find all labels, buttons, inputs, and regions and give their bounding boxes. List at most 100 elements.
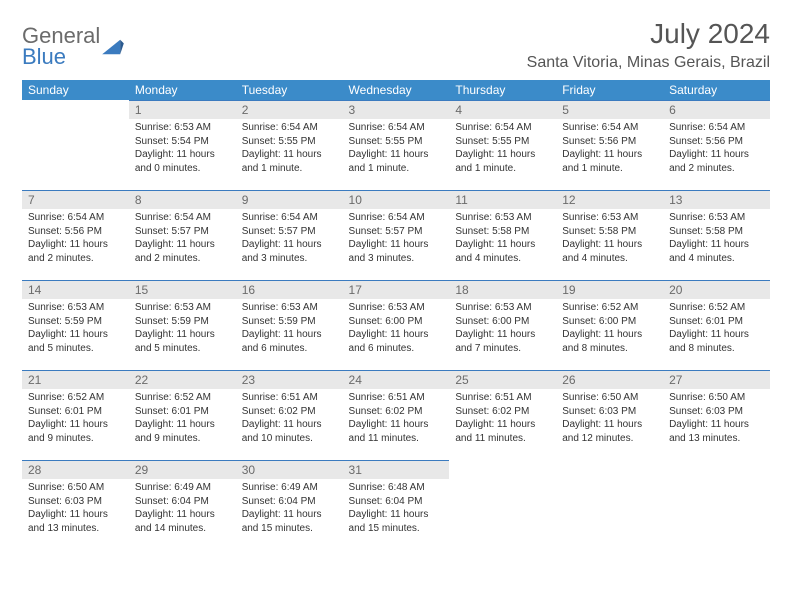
calendar-cell: 10Sunrise: 6:54 AMSunset: 5:57 PMDayligh… <box>343 190 450 280</box>
calendar-cell: 29Sunrise: 6:49 AMSunset: 6:04 PMDayligh… <box>129 460 236 550</box>
day-number: 14 <box>22 280 129 299</box>
day-details: Sunrise: 6:51 AMSunset: 6:02 PMDaylight:… <box>449 389 556 449</box>
day-number: 25 <box>449 370 556 389</box>
day-number: 7 <box>22 190 129 209</box>
calendar-cell: 30Sunrise: 6:49 AMSunset: 6:04 PMDayligh… <box>236 460 343 550</box>
day-number: 15 <box>129 280 236 299</box>
calendar-row: 14Sunrise: 6:53 AMSunset: 5:59 PMDayligh… <box>22 280 770 370</box>
calendar-cell: 23Sunrise: 6:51 AMSunset: 6:02 PMDayligh… <box>236 370 343 460</box>
calendar-cell: 3Sunrise: 6:54 AMSunset: 5:55 PMDaylight… <box>343 100 450 190</box>
calendar-cell: 25Sunrise: 6:51 AMSunset: 6:02 PMDayligh… <box>449 370 556 460</box>
calendar-cell: 27Sunrise: 6:50 AMSunset: 6:03 PMDayligh… <box>663 370 770 460</box>
day-number: 29 <box>129 460 236 479</box>
day-number: 11 <box>449 190 556 209</box>
weekday-header: Monday <box>129 80 236 100</box>
month-title: July 2024 <box>527 18 770 50</box>
calendar-cell: 16Sunrise: 6:53 AMSunset: 5:59 PMDayligh… <box>236 280 343 370</box>
day-details: Sunrise: 6:53 AMSunset: 5:58 PMDaylight:… <box>663 209 770 269</box>
day-number: 24 <box>343 370 450 389</box>
day-details: Sunrise: 6:54 AMSunset: 5:56 PMDaylight:… <box>556 119 663 179</box>
calendar-cell: 21Sunrise: 6:52 AMSunset: 6:01 PMDayligh… <box>22 370 129 460</box>
calendar-cell <box>22 100 129 190</box>
day-details: Sunrise: 6:53 AMSunset: 6:00 PMDaylight:… <box>449 299 556 359</box>
day-details: Sunrise: 6:54 AMSunset: 5:55 PMDaylight:… <box>343 119 450 179</box>
weekday-row: SundayMondayTuesdayWednesdayThursdayFrid… <box>22 80 770 100</box>
calendar-cell: 14Sunrise: 6:53 AMSunset: 5:59 PMDayligh… <box>22 280 129 370</box>
weekday-header: Wednesday <box>343 80 450 100</box>
calendar-row: 7Sunrise: 6:54 AMSunset: 5:56 PMDaylight… <box>22 190 770 280</box>
weekday-header: Tuesday <box>236 80 343 100</box>
day-number: 16 <box>236 280 343 299</box>
day-number: 4 <box>449 100 556 119</box>
calendar-cell <box>556 460 663 550</box>
day-details: Sunrise: 6:52 AMSunset: 6:01 PMDaylight:… <box>22 389 129 449</box>
day-details: Sunrise: 6:54 AMSunset: 5:57 PMDaylight:… <box>343 209 450 269</box>
day-number: 13 <box>663 190 770 209</box>
calendar-cell: 15Sunrise: 6:53 AMSunset: 5:59 PMDayligh… <box>129 280 236 370</box>
day-details: Sunrise: 6:54 AMSunset: 5:55 PMDaylight:… <box>236 119 343 179</box>
calendar-cell <box>449 460 556 550</box>
weekday-header: Thursday <box>449 80 556 100</box>
day-details: Sunrise: 6:48 AMSunset: 6:04 PMDaylight:… <box>343 479 450 539</box>
day-details: Sunrise: 6:49 AMSunset: 6:04 PMDaylight:… <box>236 479 343 539</box>
calendar-cell: 11Sunrise: 6:53 AMSunset: 5:58 PMDayligh… <box>449 190 556 280</box>
calendar-table: SundayMondayTuesdayWednesdayThursdayFrid… <box>22 80 770 550</box>
calendar-cell: 24Sunrise: 6:51 AMSunset: 6:02 PMDayligh… <box>343 370 450 460</box>
calendar-row: 1Sunrise: 6:53 AMSunset: 5:54 PMDaylight… <box>22 100 770 190</box>
calendar-head: SundayMondayTuesdayWednesdayThursdayFrid… <box>22 80 770 100</box>
calendar-cell: 31Sunrise: 6:48 AMSunset: 6:04 PMDayligh… <box>343 460 450 550</box>
calendar-cell <box>663 460 770 550</box>
calendar-cell: 5Sunrise: 6:54 AMSunset: 5:56 PMDaylight… <box>556 100 663 190</box>
day-number: 28 <box>22 460 129 479</box>
weekday-header: Sunday <box>22 80 129 100</box>
day-details: Sunrise: 6:51 AMSunset: 6:02 PMDaylight:… <box>343 389 450 449</box>
calendar-row: 21Sunrise: 6:52 AMSunset: 6:01 PMDayligh… <box>22 370 770 460</box>
calendar-cell: 13Sunrise: 6:53 AMSunset: 5:58 PMDayligh… <box>663 190 770 280</box>
day-details: Sunrise: 6:54 AMSunset: 5:57 PMDaylight:… <box>236 209 343 269</box>
day-number: 1 <box>129 100 236 119</box>
day-details: Sunrise: 6:53 AMSunset: 5:54 PMDaylight:… <box>129 119 236 179</box>
day-number: 3 <box>343 100 450 119</box>
calendar-cell: 20Sunrise: 6:52 AMSunset: 6:01 PMDayligh… <box>663 280 770 370</box>
calendar-cell: 28Sunrise: 6:50 AMSunset: 6:03 PMDayligh… <box>22 460 129 550</box>
day-number: 22 <box>129 370 236 389</box>
day-number: 5 <box>556 100 663 119</box>
day-details: Sunrise: 6:52 AMSunset: 6:00 PMDaylight:… <box>556 299 663 359</box>
day-details: Sunrise: 6:53 AMSunset: 6:00 PMDaylight:… <box>343 299 450 359</box>
calendar-cell: 18Sunrise: 6:53 AMSunset: 6:00 PMDayligh… <box>449 280 556 370</box>
location: Santa Vitoria, Minas Gerais, Brazil <box>527 54 770 72</box>
day-number: 12 <box>556 190 663 209</box>
day-details: Sunrise: 6:50 AMSunset: 6:03 PMDaylight:… <box>663 389 770 449</box>
day-number: 10 <box>343 190 450 209</box>
day-details: Sunrise: 6:54 AMSunset: 5:56 PMDaylight:… <box>663 119 770 179</box>
day-number: 27 <box>663 370 770 389</box>
logo-triangle-icon <box>102 38 124 56</box>
day-details: Sunrise: 6:52 AMSunset: 6:01 PMDaylight:… <box>663 299 770 359</box>
weekday-header: Friday <box>556 80 663 100</box>
day-number: 19 <box>556 280 663 299</box>
day-number: 30 <box>236 460 343 479</box>
day-details: Sunrise: 6:52 AMSunset: 6:01 PMDaylight:… <box>129 389 236 449</box>
day-details: Sunrise: 6:53 AMSunset: 5:59 PMDaylight:… <box>236 299 343 359</box>
day-number: 17 <box>343 280 450 299</box>
calendar-cell: 17Sunrise: 6:53 AMSunset: 6:00 PMDayligh… <box>343 280 450 370</box>
calendar-cell: 8Sunrise: 6:54 AMSunset: 5:57 PMDaylight… <box>129 190 236 280</box>
day-number: 9 <box>236 190 343 209</box>
logo-line2: Blue <box>22 47 100 68</box>
calendar-cell: 9Sunrise: 6:54 AMSunset: 5:57 PMDaylight… <box>236 190 343 280</box>
day-number: 31 <box>343 460 450 479</box>
calendar-cell: 22Sunrise: 6:52 AMSunset: 6:01 PMDayligh… <box>129 370 236 460</box>
calendar-cell: 2Sunrise: 6:54 AMSunset: 5:55 PMDaylight… <box>236 100 343 190</box>
day-details: Sunrise: 6:53 AMSunset: 5:59 PMDaylight:… <box>22 299 129 359</box>
day-details: Sunrise: 6:54 AMSunset: 5:57 PMDaylight:… <box>129 209 236 269</box>
logo: General Blue <box>22 26 124 68</box>
day-details: Sunrise: 6:50 AMSunset: 6:03 PMDaylight:… <box>22 479 129 539</box>
calendar-cell: 12Sunrise: 6:53 AMSunset: 5:58 PMDayligh… <box>556 190 663 280</box>
day-details: Sunrise: 6:50 AMSunset: 6:03 PMDaylight:… <box>556 389 663 449</box>
logo-text-block: General Blue <box>22 26 100 68</box>
day-number: 18 <box>449 280 556 299</box>
day-details: Sunrise: 6:54 AMSunset: 5:56 PMDaylight:… <box>22 209 129 269</box>
calendar-cell: 1Sunrise: 6:53 AMSunset: 5:54 PMDaylight… <box>129 100 236 190</box>
weekday-header: Saturday <box>663 80 770 100</box>
calendar-cell: 7Sunrise: 6:54 AMSunset: 5:56 PMDaylight… <box>22 190 129 280</box>
